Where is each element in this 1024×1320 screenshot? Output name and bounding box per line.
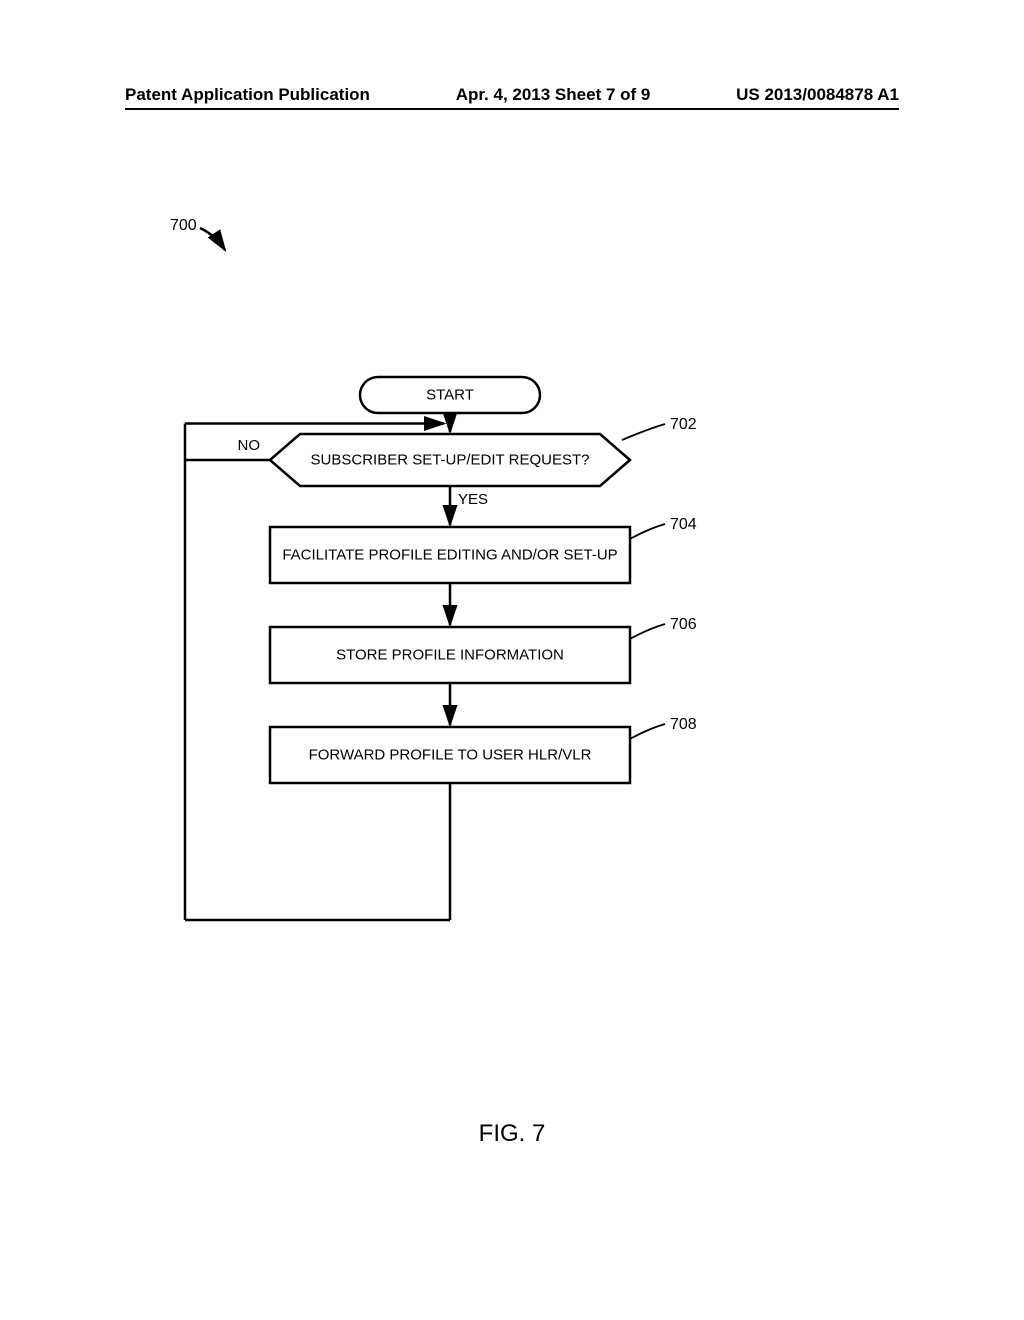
svg-text:706: 706: [670, 616, 697, 633]
svg-text:STORE PROFILE INFORMATION: STORE PROFILE INFORMATION: [336, 647, 564, 664]
svg-text:FORWARD PROFILE TO USER HLR/VL: FORWARD PROFILE TO USER HLR/VLR: [309, 747, 592, 764]
svg-text:NO: NO: [238, 437, 261, 454]
svg-text:SUBSCRIBER SET-UP/EDIT REQUEST: SUBSCRIBER SET-UP/EDIT REQUEST?: [311, 452, 590, 469]
svg-text:YES: YES: [458, 491, 488, 508]
svg-text:FACILITATE PROFILE EDITING AND: FACILITATE PROFILE EDITING AND/OR SET-UP: [282, 547, 617, 564]
figure-label: FIG. 7: [0, 1120, 1024, 1148]
svg-text:START: START: [426, 387, 474, 404]
svg-text:704: 704: [670, 516, 697, 533]
svg-text:708: 708: [670, 716, 697, 733]
svg-text:700: 700: [170, 217, 197, 234]
svg-text:702: 702: [670, 416, 697, 433]
